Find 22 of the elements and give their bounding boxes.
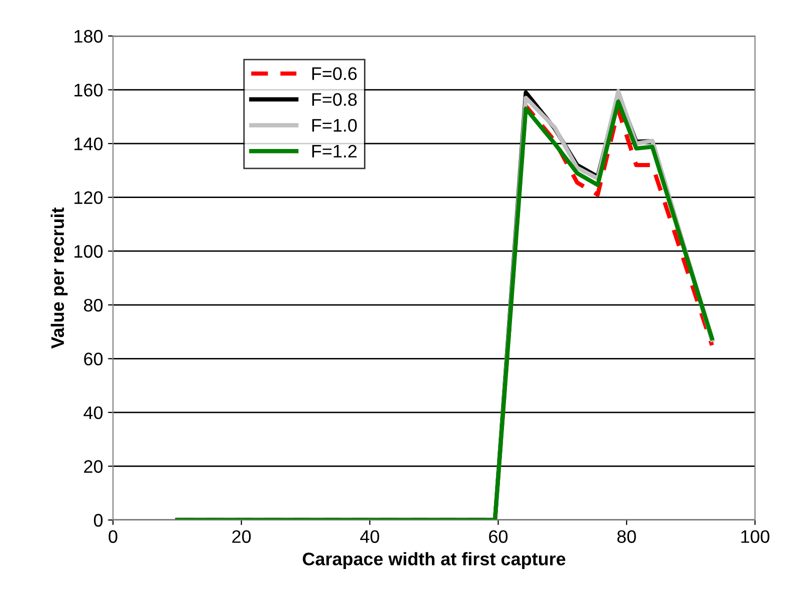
y-tick-label: 60 — [84, 352, 103, 366]
y-tick-label: 20 — [84, 460, 103, 473]
y-tick-label: 180 — [74, 30, 103, 43]
y-tick-label: 120 — [74, 191, 103, 204]
y-tick-label: 140 — [74, 137, 103, 150]
x-tick-label: 20 — [232, 530, 251, 543]
x-axis-title: Carapace width at first capture — [302, 552, 566, 569]
legend-label: F=0.8 — [312, 93, 357, 106]
x-tick-label: 0 — [108, 530, 118, 543]
legend-label: F=1.2 — [312, 144, 357, 158]
x-tick-label: 60 — [489, 530, 508, 543]
x-tick-label: 40 — [360, 530, 380, 543]
legend-label: F=1.0 — [312, 118, 357, 132]
y-tick-label: 80 — [84, 298, 103, 312]
x-tick-label: 100 — [741, 530, 770, 543]
x-tick-label: 80 — [617, 530, 636, 543]
y-tick-label: 100 — [74, 245, 103, 258]
y-axis-title: Value per recruit — [50, 207, 68, 349]
y-tick-label: 40 — [84, 406, 103, 420]
y-tick-label: 160 — [74, 84, 103, 96]
y-tick-label: 0 — [94, 514, 103, 527]
legend-label: F=0.6 — [312, 67, 357, 80]
